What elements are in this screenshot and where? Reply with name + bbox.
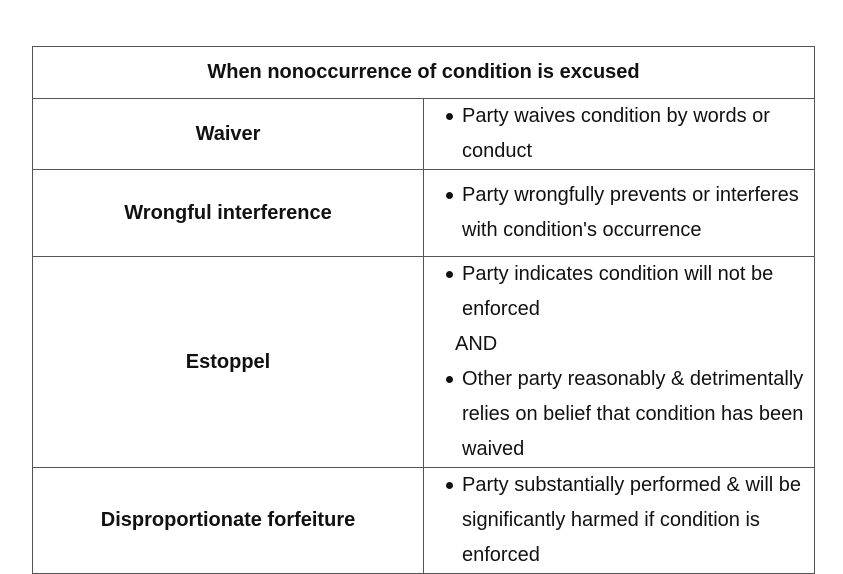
and-connector: AND: [455, 333, 498, 355]
table-row-estoppel: Estoppel Party indicates condition will …: [32, 256, 815, 468]
excused-conditions-table: When nonoccurrence of condition is excus…: [32, 46, 815, 574]
bullet-list: Party waives condition by words or condu…: [424, 99, 814, 169]
table-header-row: When nonoccurrence of condition is excus…: [32, 46, 815, 99]
description-cell: Party waives condition by words or condu…: [423, 98, 815, 170]
term-cell: Estoppel: [32, 256, 424, 468]
bullet-list: Other party reasonably & detrimentally r…: [424, 362, 814, 467]
bullet-item: Party wrongfully prevents or interferes …: [446, 178, 814, 248]
term-cell: Disproportionate forfeiture: [32, 467, 424, 574]
bullet-item: Other party reasonably & detrimentally r…: [446, 362, 814, 467]
bullet-item: Party waives condition by words or condu…: [446, 99, 814, 169]
table-row-waiver: Waiver Party waives condition by words o…: [32, 98, 815, 170]
term-cell: Wrongful interference: [32, 169, 424, 257]
bullet-item: Party substantially performed & will be …: [446, 468, 814, 573]
bullet-list: Party indicates condition will not be en…: [424, 257, 814, 327]
bullet-item: Party indicates condition will not be en…: [446, 257, 814, 327]
table-row-wrongful-interference: Wrongful interference Party wrongfully p…: [32, 169, 815, 257]
bullet-list: Party substantially performed & will be …: [424, 468, 814, 573]
table-row-disproportionate-forfeiture: Disproportionate forfeiture Party substa…: [32, 467, 815, 574]
description-cell: Party indicates condition will not be en…: [423, 256, 815, 468]
description-cell: Party substantially performed & will be …: [423, 467, 815, 574]
bullet-list: Party wrongfully prevents or interferes …: [424, 178, 814, 248]
term-cell: Waiver: [32, 98, 424, 170]
table-title: When nonoccurrence of condition is excus…: [32, 46, 815, 99]
description-cell: Party wrongfully prevents or interferes …: [423, 169, 815, 257]
